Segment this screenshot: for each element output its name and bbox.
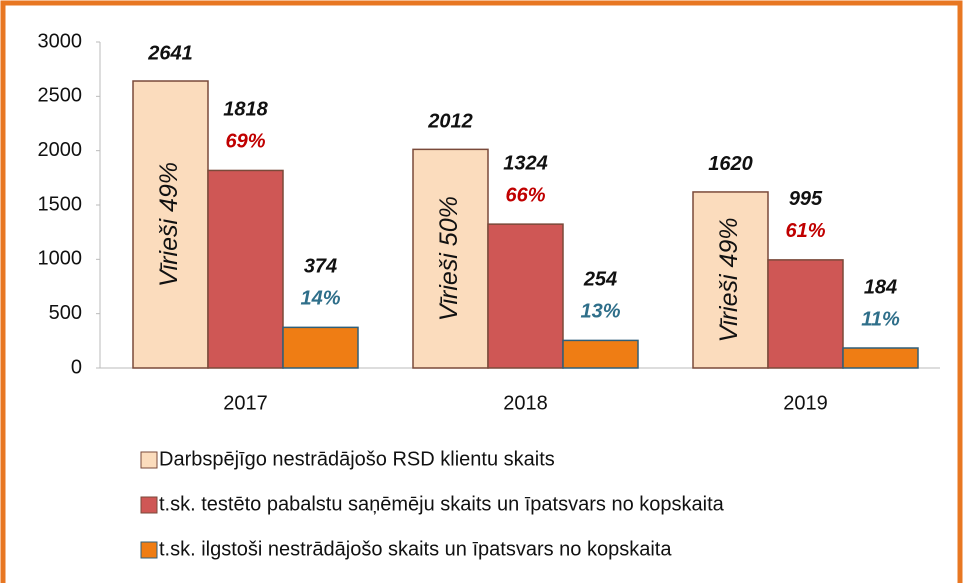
y-tick-label: 500 (49, 302, 82, 324)
percent-label: 11% (861, 308, 900, 330)
x-tick-label: 2018 (503, 392, 548, 414)
bar (207, 169, 284, 369)
bar-note: Vīrieši 49% (155, 162, 183, 287)
value-label: 1620 (708, 153, 753, 175)
bar (692, 191, 769, 369)
legend-label: Darbspējīgo nestrādājošo RSD klientu ska… (159, 448, 555, 470)
bar-note: Vīrieši 50% (435, 196, 463, 321)
bar (412, 148, 489, 369)
value-label: 184 (864, 276, 897, 298)
bar (562, 339, 639, 369)
x-tick-label: 2019 (783, 392, 828, 414)
y-tick-label: 2000 (38, 139, 83, 161)
x-tick-label: 2017 (223, 392, 268, 414)
value-label: 1324 (503, 152, 548, 174)
percent-label: 61% (785, 220, 825, 242)
legend-label: t.sk. ilgstoši nestrādājošo skaits un īp… (159, 538, 672, 560)
value-label: 254 (583, 269, 617, 291)
bar (282, 326, 359, 369)
y-tick-label: 3000 (38, 30, 83, 52)
value-label: 995 (789, 188, 823, 210)
percent-label: 66% (505, 184, 545, 206)
bar (487, 223, 564, 369)
y-tick-label: 2500 (38, 85, 83, 107)
value-label: 1818 (223, 99, 268, 121)
y-tick-label: 1500 (38, 193, 83, 215)
bar (767, 259, 844, 369)
legend-swatch (140, 541, 158, 559)
value-label: 2641 (147, 42, 193, 64)
legend-swatch (140, 496, 158, 514)
bar (842, 347, 919, 369)
bar-note: Vīrieši 49% (715, 217, 743, 342)
y-tick-label: 0 (71, 356, 82, 378)
legend-swatch (140, 451, 158, 469)
y-tick-label: 1000 (38, 248, 83, 270)
percent-label: 13% (580, 301, 620, 323)
value-label: 374 (304, 256, 337, 278)
legend-label: t.sk. testēto pabalstu saņēmēju skaits u… (159, 493, 725, 515)
percent-label: 14% (300, 288, 340, 310)
percent-label: 69% (225, 131, 265, 153)
value-label: 2012 (427, 111, 473, 133)
